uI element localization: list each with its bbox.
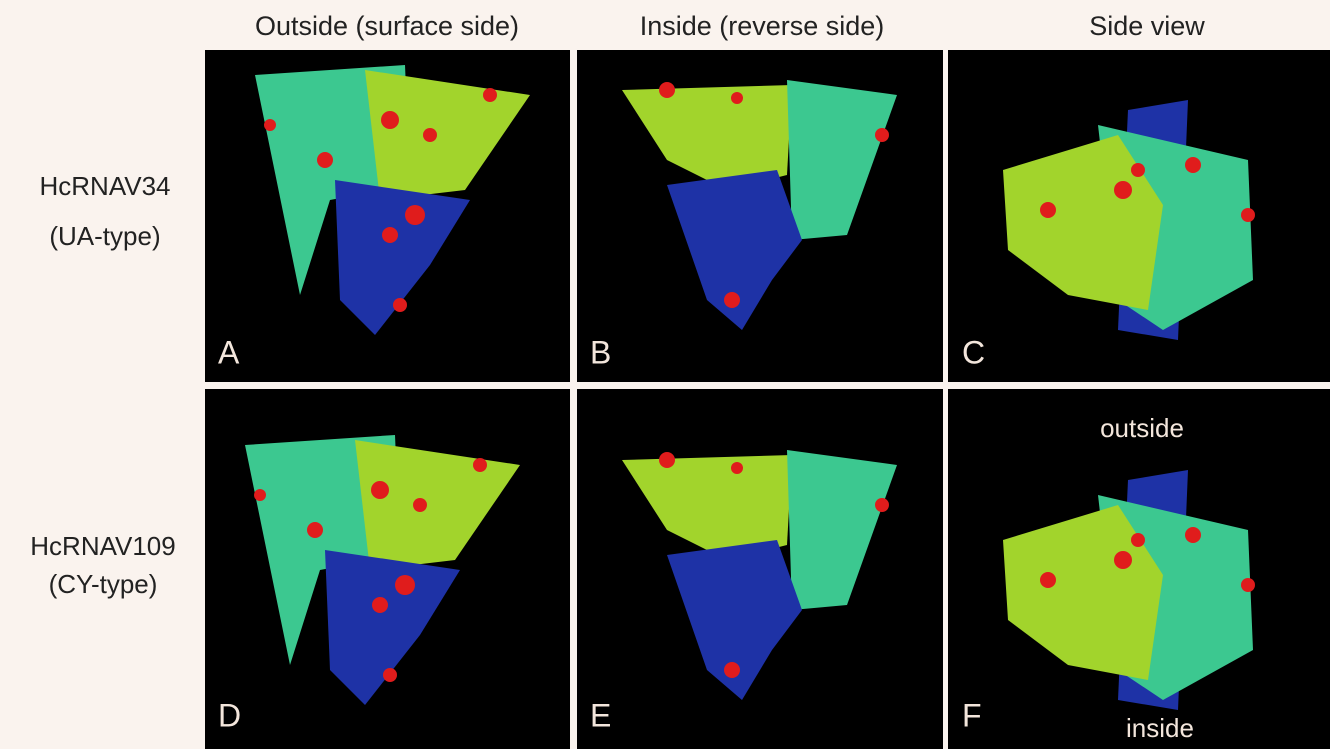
column-header: Side view [1089,11,1205,41]
row-label: HcRNAV109 [30,531,175,561]
figure: Outside (surface side) Inside (reverse s… [0,0,1330,749]
panel-letter: B [590,334,611,370]
column-header: Inside (reverse side) [640,11,885,41]
annotation: outside [1100,413,1184,443]
panel-letter: E [590,697,611,733]
row-label: (CY-type) [49,569,158,599]
column-header: Outside (surface side) [255,11,519,41]
panel-letter: C [962,334,985,370]
row-label: (UA-type) [49,221,160,251]
panel-letter: F [962,697,982,733]
panel-letter: A [218,334,240,370]
row-label: HcRNAV34 [39,171,170,201]
panel-letter: D [218,697,241,733]
annotation: inside [1126,713,1194,743]
